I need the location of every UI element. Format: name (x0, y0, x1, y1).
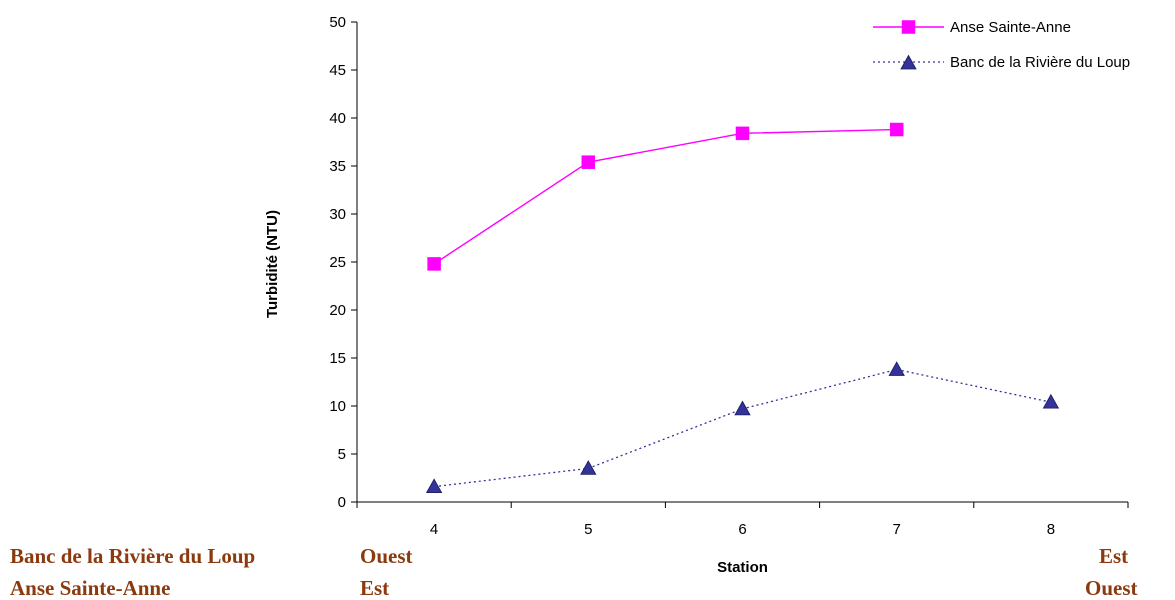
banc-name-label: Banc de la Rivière du Loup (10, 544, 256, 568)
legend-label: Anse Sainte-Anne (950, 19, 1071, 36)
series-line (434, 368, 1052, 488)
x-tick-label: 4 (430, 521, 438, 538)
data-point (888, 361, 905, 376)
data-point (425, 478, 443, 494)
series-line (433, 128, 897, 265)
chart-series (425, 122, 1060, 494)
y-axis-title: Turbidité (NTU) (264, 210, 281, 318)
anse-west-label: Ouest (1085, 576, 1138, 600)
x-tick-label: 7 (893, 521, 901, 538)
y-tick-label: 40 (329, 110, 346, 127)
x-axis-title: Station (717, 559, 768, 576)
legend-label: Banc de la Rivière du Loup (950, 54, 1130, 71)
x-tick-label: 8 (1047, 521, 1055, 538)
banc-west-label: Ouest (360, 544, 413, 568)
y-tick-label: 25 (329, 254, 346, 271)
y-tick-label: 35 (329, 158, 346, 175)
y-tick-label: 30 (329, 206, 346, 223)
data-point (427, 257, 441, 271)
x-tick-label: 5 (584, 521, 592, 538)
data-point (580, 460, 597, 475)
data-point (735, 126, 750, 141)
y-tick-label: 0 (338, 494, 346, 511)
y-tick-label: 15 (329, 350, 346, 367)
y-tick-label: 5 (338, 446, 346, 463)
legend-marker (901, 20, 916, 34)
legend-marker (900, 54, 917, 70)
legend-item: Anse Sainte-Anne (873, 19, 1071, 36)
x-tick-label: 6 (738, 521, 746, 538)
banc-east-label: Est (1099, 544, 1129, 568)
chart-legend: Anse Sainte-Anne Banc de la Rivière du Lo… (873, 19, 1130, 71)
y-tick-label: 50 (329, 14, 346, 31)
series-banc-riviere-du-loup (425, 361, 1060, 494)
data-point (889, 122, 904, 137)
legend-item: Banc de la Rivière du Loup (873, 54, 1130, 71)
anse-east-label: Est (360, 576, 390, 600)
series-anse-sainte-anne (427, 122, 904, 271)
data-point (581, 155, 596, 169)
y-tick-label: 10 (329, 398, 346, 415)
data-point (1042, 393, 1060, 409)
anse-name-label: Anse Sainte-Anne (10, 576, 171, 600)
data-point (734, 400, 751, 416)
y-tick-label: 20 (329, 302, 346, 319)
y-tick-label: 45 (329, 62, 346, 79)
